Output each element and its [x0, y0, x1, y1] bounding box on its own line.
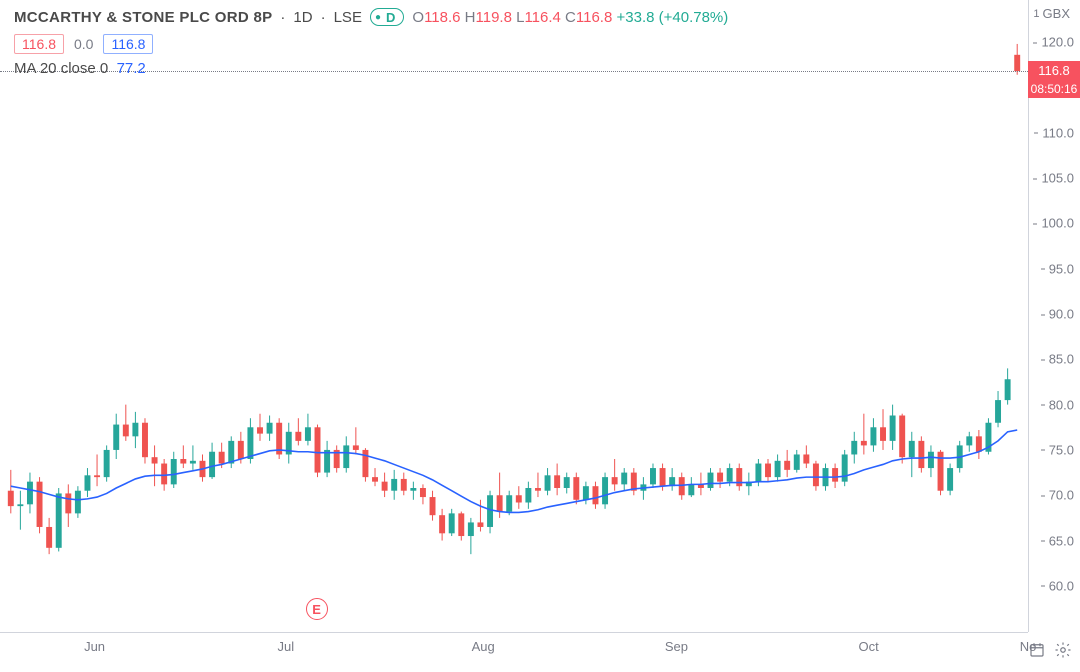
y-tick: 75.0	[1049, 442, 1074, 457]
chart-container: MCCARTHY & STONE PLC ORD 8P · 1D · LSE D…	[0, 0, 1080, 672]
y-tick: 95.0	[1049, 261, 1074, 276]
ohlc-low: 116.4	[524, 9, 560, 26]
y-tick: 60.0	[1049, 578, 1074, 593]
calendar-icon[interactable]	[1028, 641, 1046, 664]
ma-indicator-row[interactable]: MA 20 close 0 77.2	[14, 60, 146, 77]
y-tick: 80.0	[1049, 397, 1074, 412]
symbol-header: MCCARTHY & STONE PLC ORD 8P · 1D · LSE D…	[14, 8, 728, 26]
last-price-line	[0, 71, 1028, 72]
y-tick: 65.0	[1049, 533, 1074, 548]
interval-badge[interactable]: D	[370, 8, 404, 26]
countdown-tag: 08:50:16	[1028, 80, 1080, 98]
bid-pill[interactable]: 116.8	[14, 34, 64, 54]
currency-code: GBX	[1043, 6, 1070, 21]
ohlc-change-pct: (+40.78%)	[659, 9, 729, 26]
y-tick: 90.0	[1049, 307, 1074, 322]
y-tick: 120.0	[1041, 35, 1074, 50]
y-tick: 105.0	[1041, 171, 1074, 186]
y-tick: 70.0	[1049, 488, 1074, 503]
x-tick: Jul	[277, 639, 294, 654]
price-plot[interactable]	[0, 0, 1028, 632]
currency-mult: 1	[1033, 8, 1039, 20]
currency-selector[interactable]: 1 GBX	[1033, 6, 1070, 21]
corner-toolbar	[1028, 641, 1072, 664]
spread-pill: 0.0	[70, 35, 97, 53]
symbol-name[interactable]: MCCARTHY & STONE PLC ORD 8P	[14, 9, 272, 26]
bid-ask-row: 116.8 0.0 116.8	[14, 34, 153, 54]
ohlc-open: 118.6	[424, 9, 460, 26]
ma-label: MA 20 close 0	[14, 60, 108, 77]
last-price-tag: 116.8	[1028, 61, 1080, 80]
ma-value: 77.2	[117, 60, 146, 77]
exchange-label: LSE	[334, 9, 362, 26]
ohlc-high: 119.8	[476, 9, 512, 26]
dot-sep: ·	[321, 9, 326, 26]
ohlc-readout: O118.6 H119.8 L116.4 C116.8 +33.8 (+40.7…	[412, 9, 728, 26]
x-tick: Aug	[472, 639, 495, 654]
y-tick: 110.0	[1042, 125, 1074, 140]
ohlc-close: 116.8	[576, 9, 612, 26]
candlestick-svg	[0, 0, 1028, 632]
earnings-event-marker[interactable]: E	[306, 598, 328, 620]
y-tick: 85.0	[1049, 352, 1074, 367]
x-tick: Sep	[665, 639, 688, 654]
x-tick: Jun	[84, 639, 105, 654]
ohlc-change: +33.8	[617, 9, 655, 26]
interval-label[interactable]: 1D	[293, 9, 312, 26]
settings-icon[interactable]	[1054, 641, 1072, 664]
y-tick: 100.0	[1041, 216, 1074, 231]
x-axis[interactable]: JunJulAugSepOctNo	[0, 632, 1028, 672]
ask-pill[interactable]: 116.8	[103, 34, 153, 54]
x-tick: Oct	[859, 639, 879, 654]
dot-sep: ·	[280, 9, 285, 26]
